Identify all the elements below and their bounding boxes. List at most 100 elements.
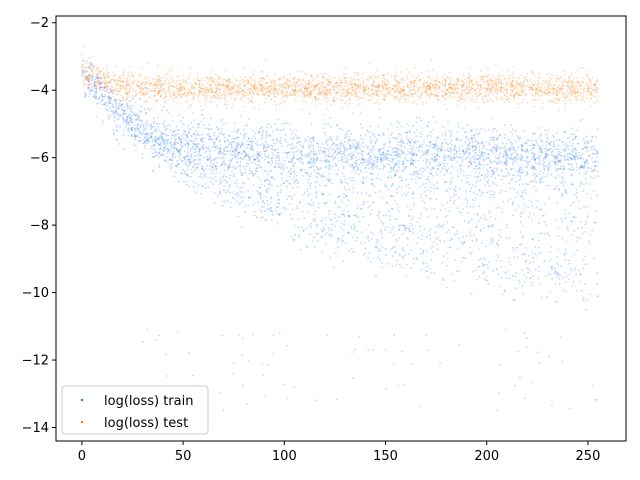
train-point (328, 165, 331, 168)
train-point (501, 142, 504, 145)
train-point (511, 158, 514, 161)
train-point (584, 142, 586, 145)
train-point (543, 157, 546, 160)
train-point (258, 186, 261, 189)
train-point (368, 157, 371, 160)
train-point (484, 158, 487, 161)
train-point (231, 154, 234, 157)
train-point (371, 164, 374, 167)
train-point (469, 229, 472, 232)
train-point (525, 155, 528, 158)
train-point (244, 155, 247, 158)
train-point (276, 206, 279, 208)
train-point (315, 172, 318, 175)
train-point (397, 148, 399, 151)
train-point (557, 174, 560, 177)
train-point (504, 271, 507, 274)
train-point (379, 158, 382, 161)
train-point (372, 159, 375, 162)
train-point (341, 142, 343, 145)
train-point (372, 232, 375, 235)
train-point (186, 174, 188, 176)
train-point (480, 230, 482, 232)
train-point (256, 170, 258, 173)
train-point (570, 183, 573, 186)
train-point (561, 172, 564, 174)
test-point (418, 78, 421, 81)
train-point (521, 236, 524, 239)
train-point (525, 259, 528, 262)
train-point (357, 151, 360, 154)
train-point (527, 255, 530, 257)
train-point (461, 243, 464, 245)
train-point (181, 134, 184, 137)
train-point (529, 269, 531, 272)
train-point (550, 153, 553, 156)
train-point (519, 165, 521, 168)
train-point (198, 123, 200, 126)
train-point (407, 215, 410, 217)
train-point (281, 146, 283, 148)
train-point (413, 142, 416, 145)
train-point (522, 183, 524, 186)
train-point (420, 212, 422, 215)
train-point (187, 140, 190, 143)
train-point (411, 153, 414, 156)
train-point (435, 171, 438, 174)
train-point (534, 158, 537, 161)
train-point (497, 157, 500, 160)
train-point (251, 129, 254, 132)
train-point (223, 103, 226, 106)
train-point (187, 143, 189, 146)
train-point (179, 153, 182, 156)
train-point (505, 151, 507, 154)
train-point (126, 115, 129, 118)
train-point (117, 105, 120, 108)
train-point (360, 150, 363, 153)
train-point (535, 189, 538, 192)
train-point (132, 105, 135, 108)
train-point (592, 161, 595, 163)
train-point (588, 155, 590, 158)
train-point (522, 292, 524, 295)
train-point (469, 152, 472, 154)
train-point (174, 139, 176, 141)
train-point (95, 93, 98, 96)
train-point (393, 175, 396, 178)
train-point (436, 150, 439, 153)
train-point (146, 120, 148, 122)
train-point (111, 103, 114, 106)
train-point (474, 148, 477, 151)
train-point (372, 134, 375, 137)
train-point (493, 191, 496, 194)
train-point (189, 155, 192, 158)
train-point (321, 192, 323, 195)
train-point (396, 192, 398, 194)
train-point (340, 156, 343, 159)
test-point (399, 82, 402, 84)
test-point (483, 101, 485, 104)
train-point (433, 208, 436, 210)
train-point (330, 182, 333, 185)
train-point (239, 190, 242, 193)
test-point (100, 77, 102, 79)
train-point (253, 158, 256, 160)
train-point (90, 63, 92, 65)
train-point (334, 200, 337, 203)
train-point (464, 130, 466, 133)
train-point (350, 165, 353, 168)
train-point (256, 143, 259, 146)
train-point (353, 214, 355, 217)
train-point (356, 146, 359, 148)
train-point (383, 143, 385, 146)
test-point (556, 88, 558, 91)
train-point (382, 157, 385, 159)
train-point (134, 118, 137, 121)
train-point (103, 87, 106, 90)
test-point (270, 92, 273, 95)
test-point (204, 97, 207, 100)
train-point (153, 120, 156, 123)
train-point (288, 151, 290, 154)
train-point (460, 240, 462, 243)
train-point (115, 105, 118, 108)
